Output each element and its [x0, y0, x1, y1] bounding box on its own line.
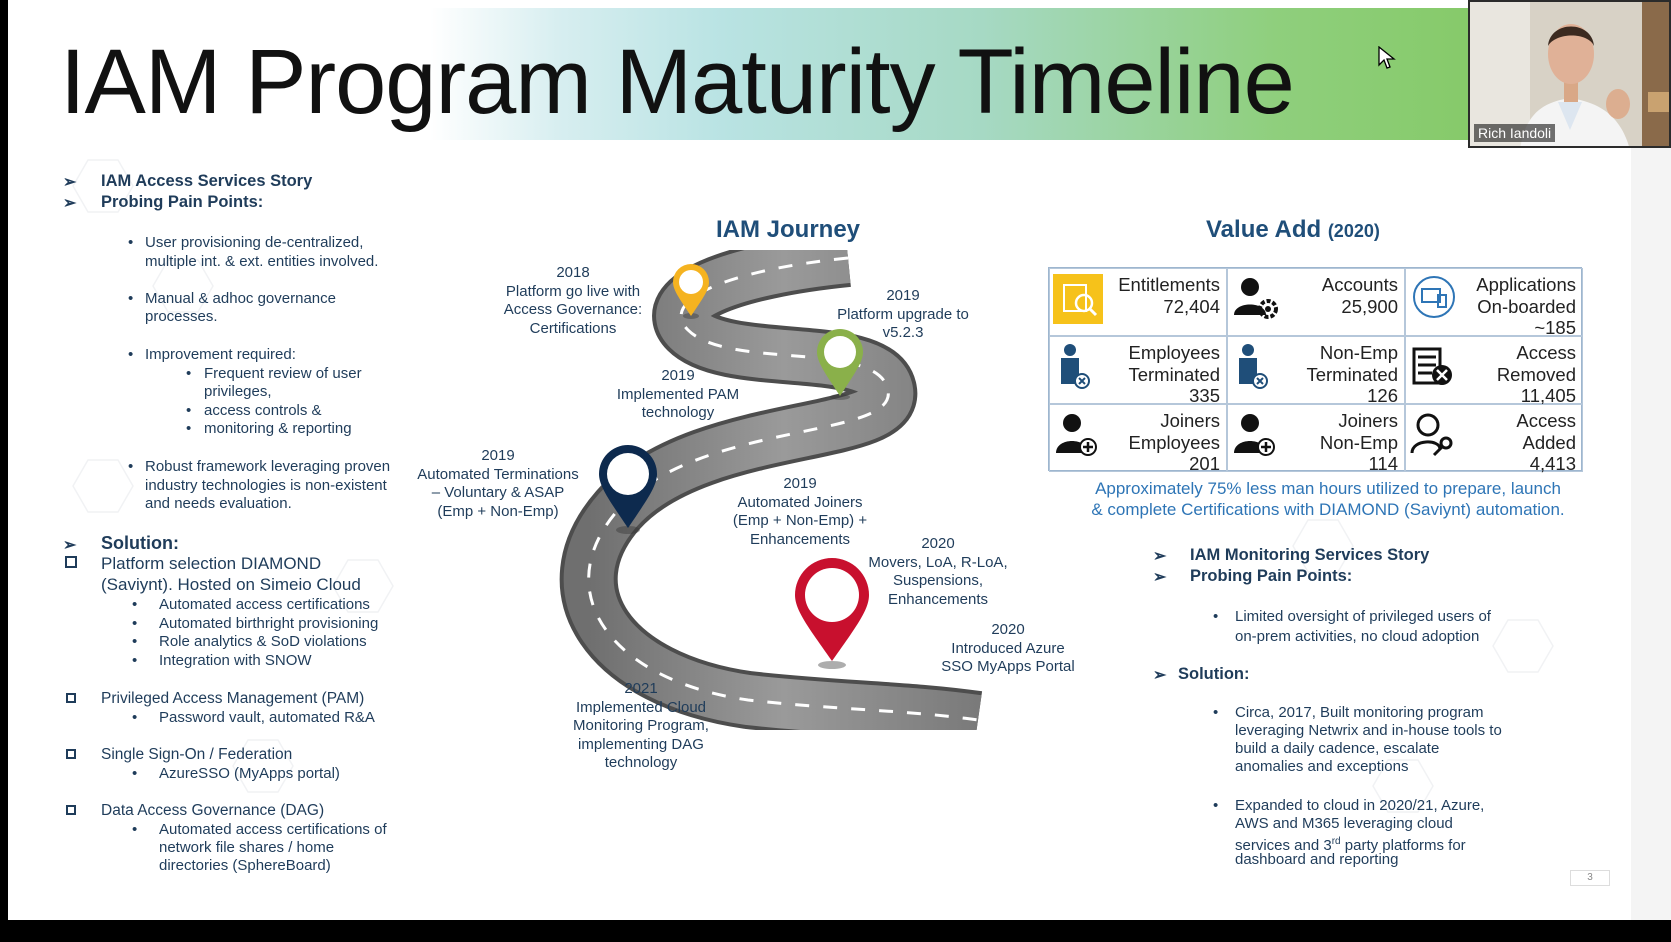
pain-point-text: User provisioning de-centralized,	[145, 234, 364, 251]
sso-item: AzureSSO (MyApps portal)	[159, 765, 340, 782]
pain-point-text: processes.	[145, 308, 218, 325]
solution-text: Expanded to cloud in 2020/21, Azure,	[1235, 797, 1485, 814]
pain-point-text: industry technologies is non-existent	[145, 477, 387, 494]
square-bullet-icon	[66, 805, 76, 815]
mouse-cursor-icon	[1378, 46, 1396, 69]
solution-text: anomalies and exceptions	[1235, 758, 1409, 775]
applications-icon	[1413, 276, 1455, 318]
journey-title: IAM Journey	[716, 216, 861, 243]
value-cell-employees-terminated: Employees Terminated 335	[1049, 336, 1227, 406]
solution-text: AWS and M365 leveraging cloud	[1235, 815, 1453, 832]
slide-title: IAM Program Maturity Timeline	[60, 31, 1295, 133]
value-cell-access-added: Access Added 4,413	[1405, 404, 1583, 474]
milestone-2019-upgrade: 2019 Platform upgrade to v5.2.3	[837, 287, 969, 341]
value-cell-entitlements: Entitlements 72,404	[1049, 268, 1227, 336]
dag-item: network file shares / home	[159, 839, 335, 856]
pain-point-text: Manual & adhoc governance	[145, 290, 336, 307]
dag-heading: Data Access Governance (DAG)	[101, 802, 325, 819]
pam-heading: Privileged Access Management (PAM)	[101, 690, 365, 707]
milestone-2019-pam: 2019 Implemented PAM technology	[616, 367, 740, 421]
diamond-item: Automated access certifications	[159, 596, 370, 613]
page-number: 3	[1570, 870, 1610, 886]
diamond-item: Role analytics & SoD violations	[159, 633, 367, 650]
milestone-2019-terminations: 2019 Automated Terminations – Voluntary …	[417, 447, 579, 520]
presentation-slide: IAM Program Maturity Timeline ➢ IAM Acce…	[8, 0, 1631, 920]
monitoring-story-heading: IAM Monitoring Services Story	[1190, 546, 1430, 564]
value-note: Approximately 75% less man hours utilize…	[1091, 479, 1565, 519]
diamond-item: Integration with SNOW	[159, 652, 312, 669]
arrow-bullet-icon: ➢	[1153, 548, 1167, 565]
value-cell-joiners-employees: Joiners Employees 201	[1049, 404, 1227, 474]
pain-point-text: multiple int. & ext. entities involved.	[145, 253, 379, 270]
joiner-employee-icon	[1056, 414, 1097, 456]
employee-terminated-icon	[1061, 344, 1090, 389]
solution-text: Circa, 2017, Built monitoring program	[1235, 704, 1484, 721]
arrow-bullet-icon: ➢	[63, 537, 77, 554]
location-pin-icon	[599, 445, 657, 534]
square-bullet-icon	[66, 693, 76, 703]
value-add-title: Value Add (2020)	[1206, 216, 1380, 243]
arrow-bullet-icon: ➢	[1153, 569, 1167, 586]
road-graphic	[559, 250, 983, 730]
solution-heading: Solution:	[1178, 665, 1250, 683]
participant-name-label: Rich Iandoli	[1474, 124, 1556, 142]
value-cell-nonemp-terminated: Non-Emp Terminated 126	[1227, 336, 1405, 406]
arrow-bullet-icon: ➢	[63, 195, 77, 212]
diamond-text: (Saviynt). Hosted on Simeio Cloud	[101, 575, 361, 594]
solution-text: build a daily cadence, escalate	[1235, 740, 1440, 757]
pam-item: Password vault, automated R&A	[159, 709, 375, 726]
location-pin-icon	[817, 329, 863, 400]
location-pin-icon	[673, 264, 709, 319]
value-cell-joiners-nonemp: Joiners Non-Emp 114	[1227, 404, 1405, 474]
improvement-item: access controls &	[204, 402, 322, 419]
improvement-item: privileges,	[204, 383, 272, 400]
value-cell-accounts: Accounts 25,900	[1227, 268, 1405, 336]
solution-text: leveraging Netwrix and in-house tools to	[1235, 722, 1502, 739]
access-added-icon	[1410, 413, 1453, 457]
pain-point-text: Limited oversight of privileged users of	[1235, 608, 1491, 625]
arrow-bullet-icon: ➢	[1153, 667, 1167, 684]
access-removed-icon	[1412, 347, 1452, 385]
arrow-bullet-icon: ➢	[63, 174, 77, 191]
diamond-item: Automated birthright provisioning	[159, 615, 379, 632]
square-bullet-icon	[66, 749, 76, 759]
dag-item: Automated access certifications of	[159, 821, 387, 838]
joiner-nonemp-icon	[1234, 414, 1275, 456]
solution-heading: Solution:	[101, 533, 179, 553]
pain-points-heading: Probing Pain Points:	[1190, 567, 1353, 585]
square-bullet-icon	[65, 556, 77, 568]
pain-point-text: Improvement required:	[145, 346, 296, 363]
dag-item: directories (SphereBoard)	[159, 857, 331, 874]
milestone-2018: 2018 Platform go live with Access Govern…	[503, 264, 643, 337]
value-cell-access-removed: Access Removed 11,405	[1405, 336, 1583, 406]
access-story-heading: IAM Access Services Story	[101, 172, 313, 190]
milestone-2021-cloud: 2021 Implemented Cloud Monitoring Progra…	[573, 680, 709, 771]
participant-video-tile[interactable]: Rich Iandoli	[1468, 0, 1671, 148]
pain-points-heading: Probing Pain Points:	[101, 193, 264, 211]
pain-point-text: and needs evaluation.	[145, 495, 292, 512]
value-add-table: Entitlements 72,404 Accounts 25,900 Applic…	[1048, 267, 1583, 474]
entitlements-icon	[1053, 274, 1103, 324]
sso-heading: Single Sign-On / Federation	[101, 746, 293, 763]
milestone-2020-movers: 2020 Movers, LoA, R-LoA, Suspensions, En…	[868, 535, 1008, 608]
milestone-2019-joiners: 2019 Automated Joiners (Emp + Non-Emp) +…	[732, 475, 868, 548]
title-banner	[8, 8, 1631, 140]
improvement-item: Frequent review of user	[204, 365, 362, 382]
location-pin-icon	[795, 558, 869, 669]
solution-text: dashboard and reporting	[1235, 851, 1399, 868]
hexagon-pattern	[72, 159, 394, 793]
nonemp-terminated-icon	[1239, 344, 1268, 389]
milestone-2020-azure: 2020 Introduced Azure SSO MyApps Portal	[941, 621, 1075, 675]
pain-point-text: Robust framework leveraging proven	[145, 458, 391, 475]
solution-text: services and 3rd party platforms for	[1235, 836, 1466, 854]
value-cell-applications: Applications On-boarded ~185	[1405, 268, 1583, 338]
window-margin	[1631, 148, 1671, 920]
diamond-text: Platform selection DIAMOND	[101, 554, 322, 573]
improvement-item: monitoring & reporting	[204, 420, 352, 437]
accounts-gear-icon	[1234, 278, 1278, 319]
hexagon-pattern	[1292, 519, 1554, 813]
pain-point-text: on-prem activities, no cloud adoption	[1235, 628, 1480, 645]
participant-video-feed	[1470, 2, 1669, 146]
